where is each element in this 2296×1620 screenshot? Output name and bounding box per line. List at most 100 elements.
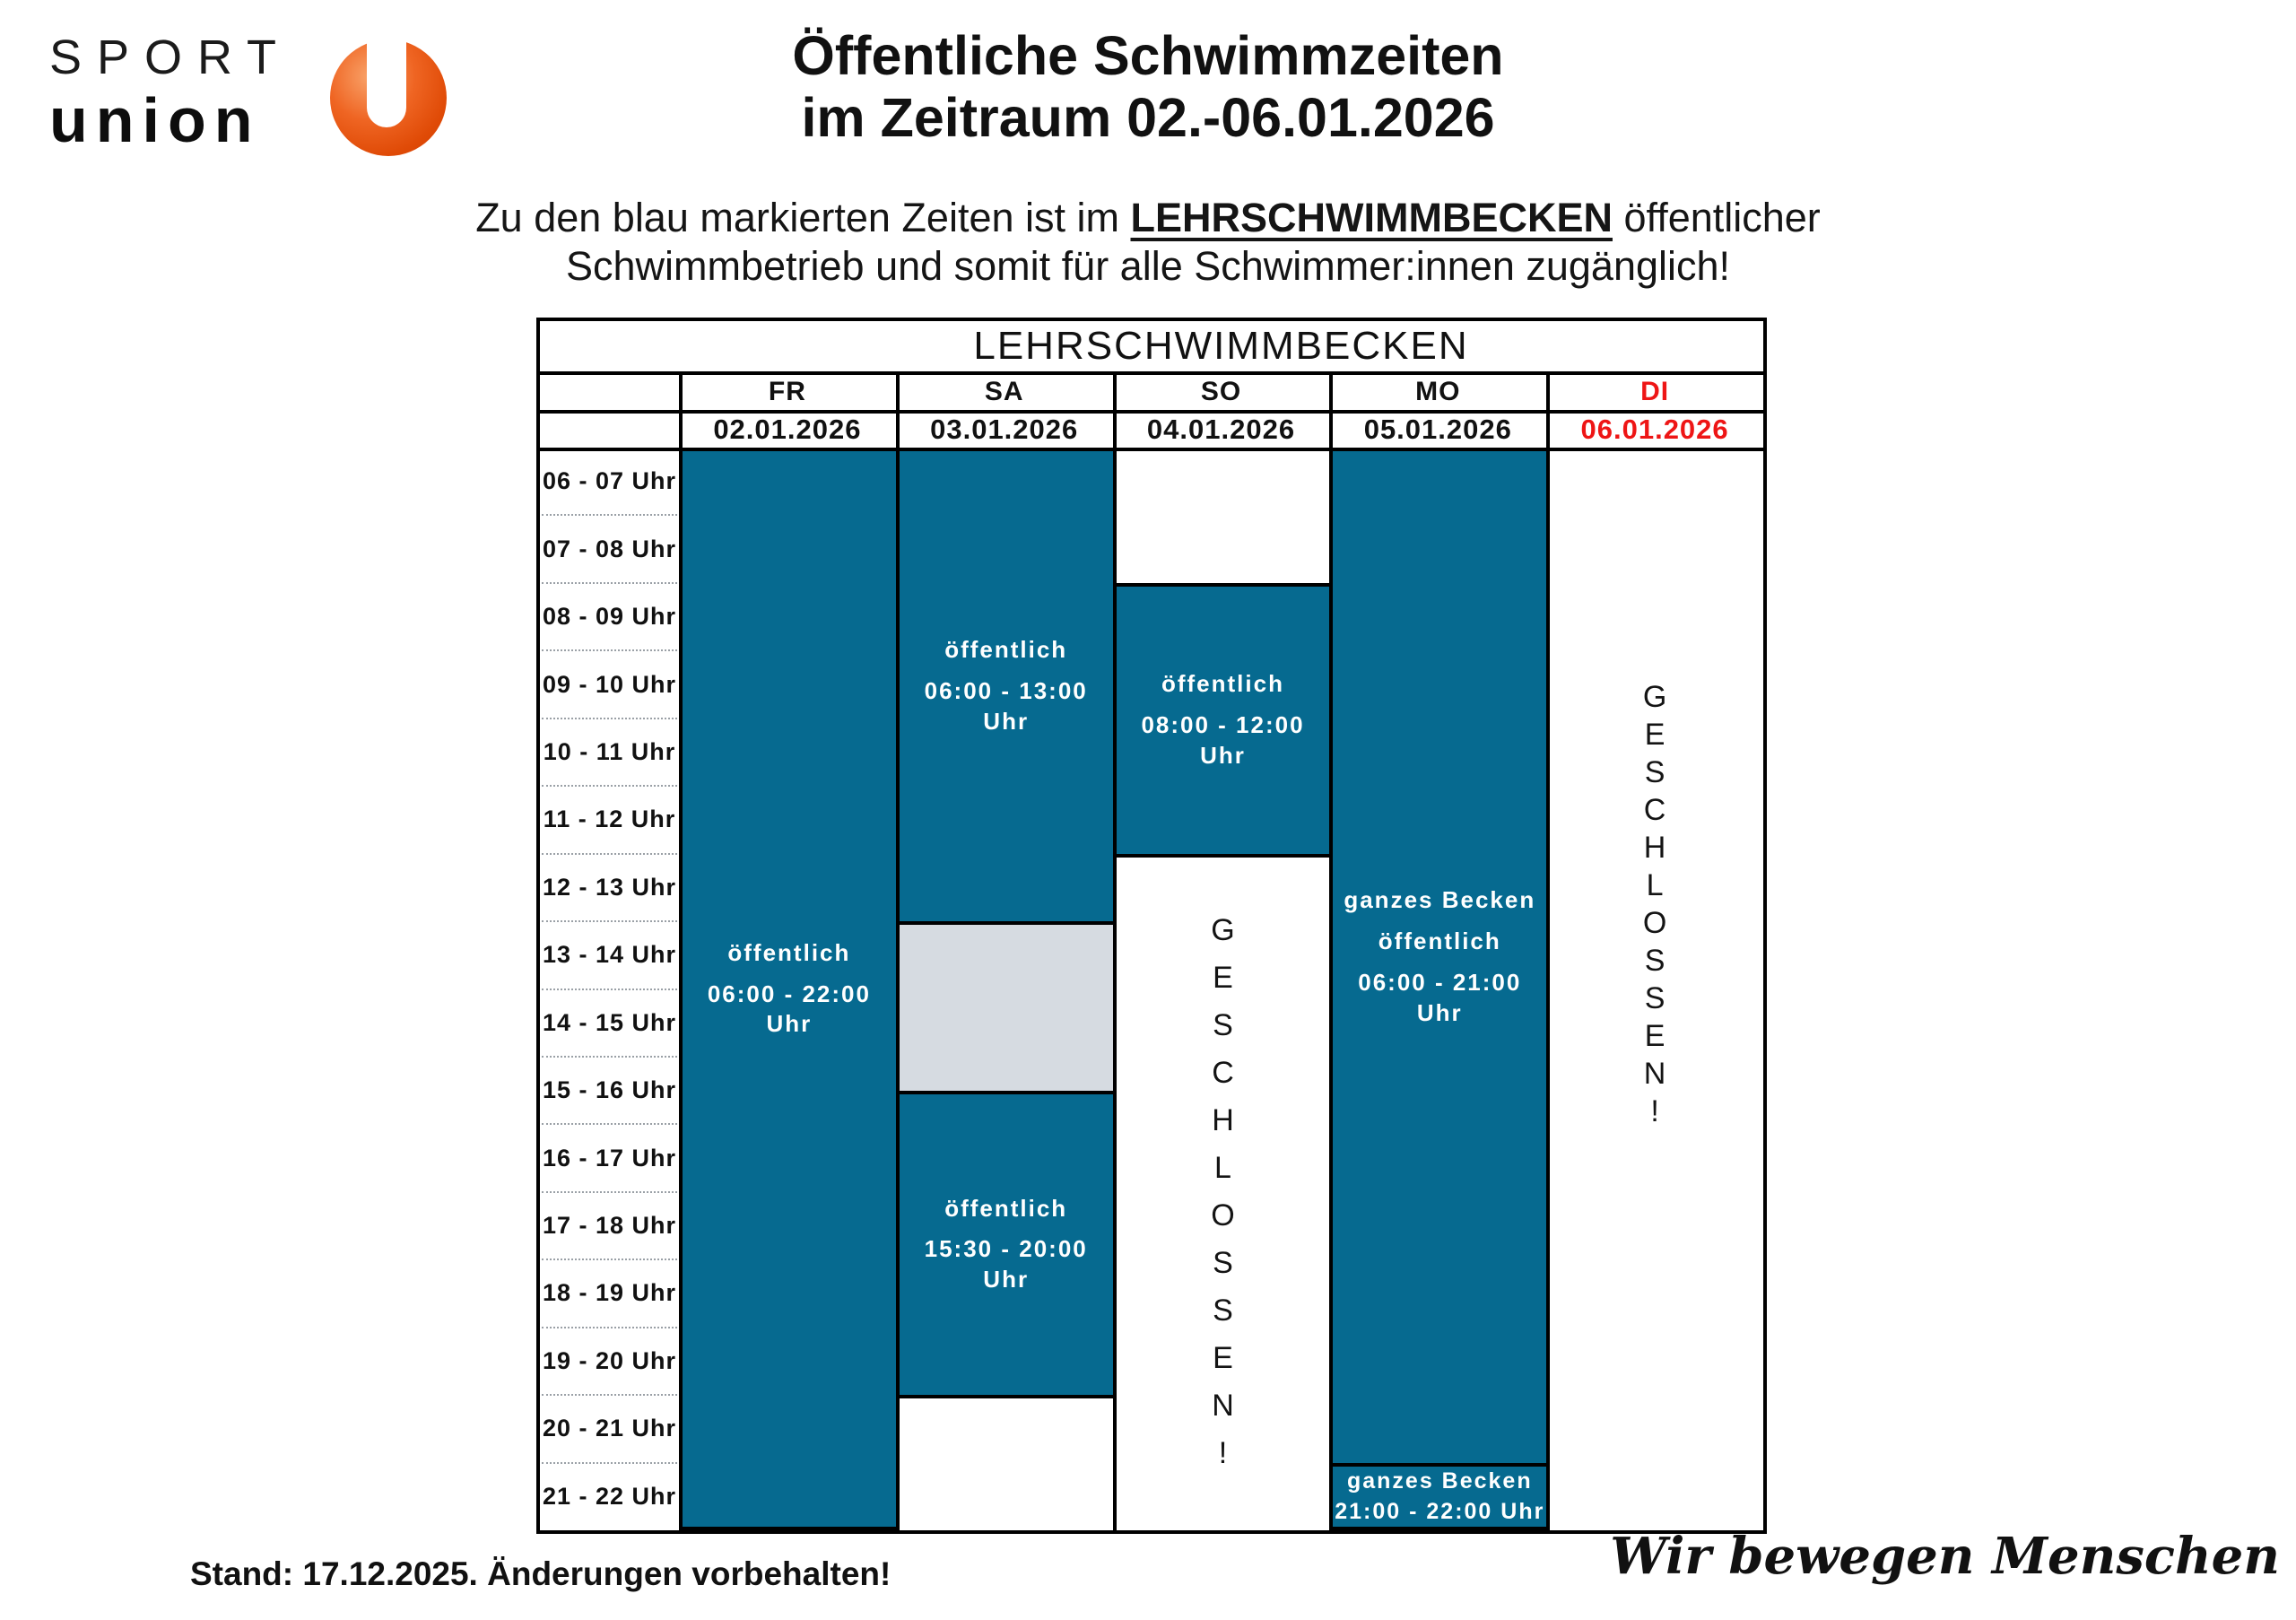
date-header-fr: 02.01.2026 [713, 414, 862, 445]
date-header-di: 06.01.2026 [1580, 414, 1729, 445]
intro-prefix: Zu den blau markierten Zeiten ist im [475, 195, 1131, 240]
closed-letter: E [1213, 960, 1233, 995]
intro-line-2: Schwimmbetrieb und somit für alle Schwim… [565, 243, 1731, 289]
block-label: 15:30 - 20:00 Uhr [924, 1235, 1088, 1293]
lehrschwimmbecken-emphasis: LEHRSCHWIMMBECKEN [1130, 195, 1613, 240]
table-grid-hline-2 [540, 448, 1763, 451]
time-row-label: 08 - 09 Uhr [542, 603, 677, 631]
schedule-block-mo-open: ganzes Becken öffentlich 06:00 - 21:00 Uhr [1329, 448, 1551, 1467]
time-row-separator [542, 1259, 677, 1261]
time-row-label: 09 - 10 Uhr [542, 670, 677, 698]
schedule-block-di-closed: G E S C H L O S S E N! [1546, 362, 1763, 1445]
closed-letter: L [1214, 1150, 1231, 1185]
closed-letter: C [1643, 792, 1666, 827]
day-header-sa: SA [984, 376, 1024, 406]
intro-text: Zu den blau markierten Zeiten ist im LEH… [0, 194, 2296, 291]
time-row-label: 17 - 18 Uhr [542, 1212, 677, 1240]
date-header-mo: 05.01.2026 [1363, 414, 1512, 445]
time-row-separator [542, 1326, 677, 1328]
closed-letter: L [1646, 867, 1664, 902]
time-row-label: 06 - 07 Uhr [542, 467, 677, 495]
schedule-block-fr-open: öffentlich 06:00 - 22:00 Uhr [679, 448, 900, 1530]
time-row-label: 11 - 12 Uhr [543, 806, 676, 833]
closed-letter: N [1212, 1388, 1234, 1423]
block-label: 08:00 - 12:00 Uhr [1141, 710, 1305, 769]
time-row-label: 07 - 08 Uhr [542, 535, 677, 562]
closed-letter: S [1644, 980, 1665, 1015]
block-label: öffentlich [944, 1194, 1068, 1222]
time-row-separator [542, 1123, 677, 1126]
page-title: Öffentliche Schwimmzeiten im Zeitraum 02… [0, 25, 2296, 149]
time-row-label: 13 - 14 Uhr [542, 941, 677, 969]
closed-letter: S [1644, 754, 1665, 789]
time-row-separator [542, 852, 677, 855]
closed-letter: O [1642, 905, 1667, 940]
time-row-separator [542, 988, 677, 990]
logo-u-notch-icon [367, 32, 406, 127]
day-header-di: DI [1640, 376, 1670, 406]
closed-letter: ! [1218, 1435, 1228, 1470]
logo-sport-text: SPORT [49, 30, 292, 84]
closed-letter: S [1213, 1007, 1233, 1042]
block-label: 21:00 - 22:00 Uhr [1335, 1499, 1545, 1525]
sportunion-logo: SPORT union [49, 30, 516, 169]
closed-letter: S [1213, 1293, 1233, 1328]
time-row-separator [542, 920, 677, 923]
schedule-block-sa-open: öffentlich 06:00 - 13:00 Uhr [895, 448, 1117, 926]
schedule-block-sa-open: öffentlich 15:30 - 20:00 Uhr [895, 1090, 1117, 1399]
schedule-block-so-closed: G E S C H L O S S E N! [1113, 854, 1334, 1530]
block-label: öffentlich [1161, 670, 1284, 698]
table-grid-hline-1 [540, 410, 1763, 414]
schedule-block-so-open: öffentlich 08:00 - 12:00 Uhr [1112, 582, 1334, 858]
day-header-so: SO [1200, 376, 1242, 406]
time-row-separator [542, 1394, 677, 1397]
time-row-separator [542, 514, 677, 517]
closed-letter: C [1212, 1055, 1234, 1090]
time-row-label: 18 - 19 Uhr [542, 1279, 677, 1307]
closed-letter: N [1643, 1056, 1666, 1091]
day-header-fr: FR [768, 376, 806, 406]
closed-letter: E [1644, 717, 1665, 752]
day-header-mo: MO [1415, 376, 1461, 406]
page-title-line-2: im Zeitraum 02.-06.01.2026 [801, 86, 1495, 148]
time-row-label: 12 - 13 Uhr [542, 873, 677, 901]
schedule-table: LEHRSCHWIMMBECKEN FR 02.01.2026 SA 03.01.202… [536, 318, 1767, 1534]
time-row-separator [542, 1190, 677, 1193]
time-row-label: 15 - 16 Uhr [542, 1076, 677, 1104]
schedule-block-mo-open: ganzes Becken 21:00 - 22:00 Uhr [1329, 1462, 1551, 1530]
table-title: LEHRSCHWIMMBECKEN [973, 324, 1469, 368]
closed-letter: G [1211, 912, 1235, 947]
block-label: 06:00 - 22:00 Uhr [707, 980, 871, 1038]
closed-letter: S [1213, 1245, 1233, 1280]
time-row-separator [542, 1461, 677, 1464]
block-label: öffentlich [944, 636, 1068, 664]
time-row-label: 16 - 17 Uhr [542, 1144, 677, 1171]
time-row-separator [542, 649, 677, 652]
block-label: öffentlich [1378, 927, 1501, 954]
time-row-separator [542, 785, 677, 788]
time-row-label: 21 - 22 Uhr [542, 1482, 677, 1510]
closed-letter: S [1644, 943, 1665, 978]
block-label: ganzes Becken [1346, 1468, 1533, 1494]
time-row-separator [542, 717, 677, 719]
block-label: öffentlich [727, 938, 851, 966]
intro-line-1: Zu den blau markierten Zeiten ist im LEH… [0, 194, 2296, 242]
time-row-separator [542, 581, 677, 584]
table-grid-hline-0 [540, 371, 1763, 375]
block-label: 06:00 - 21:00 Uhr [1358, 968, 1522, 1026]
block-label: 06:00 - 13:00 Uhr [924, 677, 1088, 735]
date-header-so: 04.01.2026 [1146, 414, 1296, 445]
page-title-line-1: Öffentliche Schwimmzeiten [792, 25, 1504, 86]
closed-letter: O [1211, 1198, 1235, 1232]
intro-suffix: öffentlicher [1612, 195, 1821, 240]
schedule-block-sa-reserved [895, 921, 1117, 1094]
closed-letter: G [1642, 679, 1667, 714]
status-note: Stand: 17.12.2025. Änderungen vorbehalte… [190, 1555, 891, 1592]
slogan-text: Wir bewegen Menschen [1610, 1527, 2280, 1586]
closed-letter: E [1213, 1340, 1233, 1375]
time-row-label: 14 - 15 Uhr [542, 1008, 677, 1036]
logo-union-text: union [49, 85, 261, 155]
date-header-sa: 03.01.2026 [930, 414, 1079, 445]
time-row-label: 10 - 11 Uhr [543, 737, 676, 765]
closed-letter: H [1212, 1102, 1234, 1137]
